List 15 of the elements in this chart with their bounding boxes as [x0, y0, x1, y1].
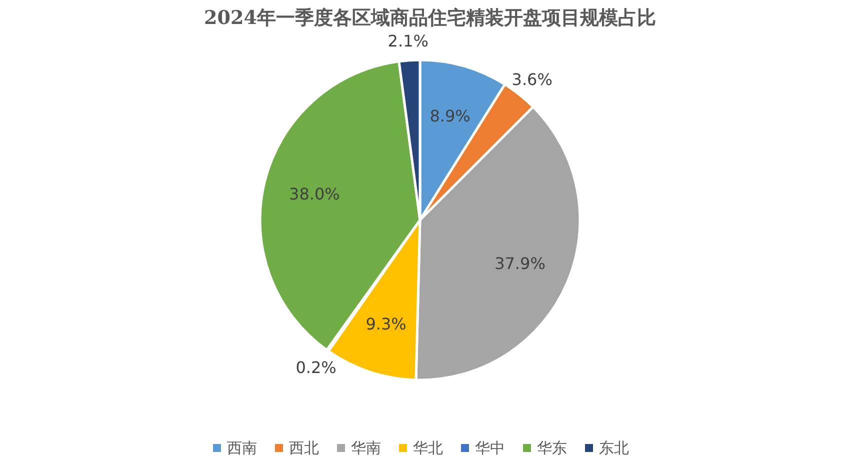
chart-title: 2024年一季度各区域商品住宅精装开盘项目规模占比 [204, 7, 656, 29]
legend-label: 华东 [537, 439, 567, 457]
legend-label: 西北 [289, 439, 319, 457]
data-label: 0.2% [296, 358, 336, 377]
data-label: 3.6% [512, 70, 552, 90]
legend-label: 华中 [475, 439, 505, 457]
data-label: 38.0% [289, 184, 340, 204]
legend-label: 华南 [351, 439, 381, 457]
data-label: 2.1% [388, 31, 428, 50]
data-label: 8.9% [430, 106, 470, 126]
data-label: 9.3% [366, 314, 406, 334]
legend-label: 华北 [413, 439, 443, 457]
legend-label: 西南 [227, 439, 257, 457]
data-label: 37.9% [494, 254, 546, 273]
legend-label: 东北 [599, 439, 629, 457]
